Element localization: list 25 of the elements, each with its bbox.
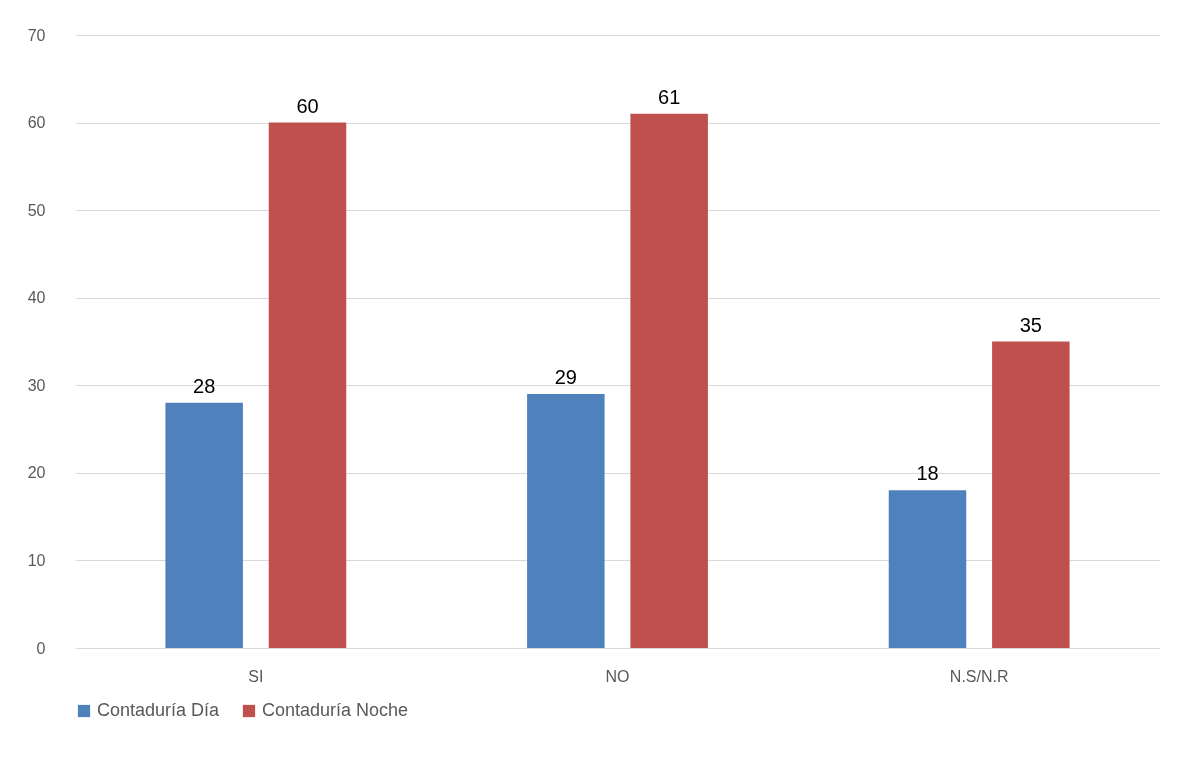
bar	[165, 402, 243, 648]
x-tick-label: SI	[248, 667, 264, 685]
y-tick-label: 40	[27, 289, 46, 307]
x-tick-label: N.S/N.R	[949, 667, 1009, 685]
data-label: 60	[296, 94, 319, 117]
data-label: 35	[1019, 313, 1042, 336]
data-label: 61	[658, 85, 681, 108]
bar	[630, 113, 708, 648]
y-tick-label: 0	[36, 639, 46, 657]
y-tick-label: 50	[27, 201, 46, 219]
bar	[527, 394, 605, 648]
y-tick-label: 70	[27, 26, 46, 44]
legend-label: Contaduría Día	[97, 700, 221, 720]
y-tick-label: 20	[27, 464, 46, 482]
y-tick-label: 30	[27, 376, 46, 394]
data-label: 18	[916, 462, 939, 485]
y-tick-label: 60	[27, 114, 46, 132]
bar	[992, 341, 1070, 648]
y-tick-label: 10	[27, 551, 46, 569]
data-label: 28	[193, 374, 216, 397]
legend-label: Contaduría Noche	[262, 700, 409, 720]
bar	[888, 490, 967, 648]
bar	[268, 122, 347, 648]
data-label: 29	[554, 366, 577, 389]
x-tick-label: NO	[605, 667, 630, 685]
